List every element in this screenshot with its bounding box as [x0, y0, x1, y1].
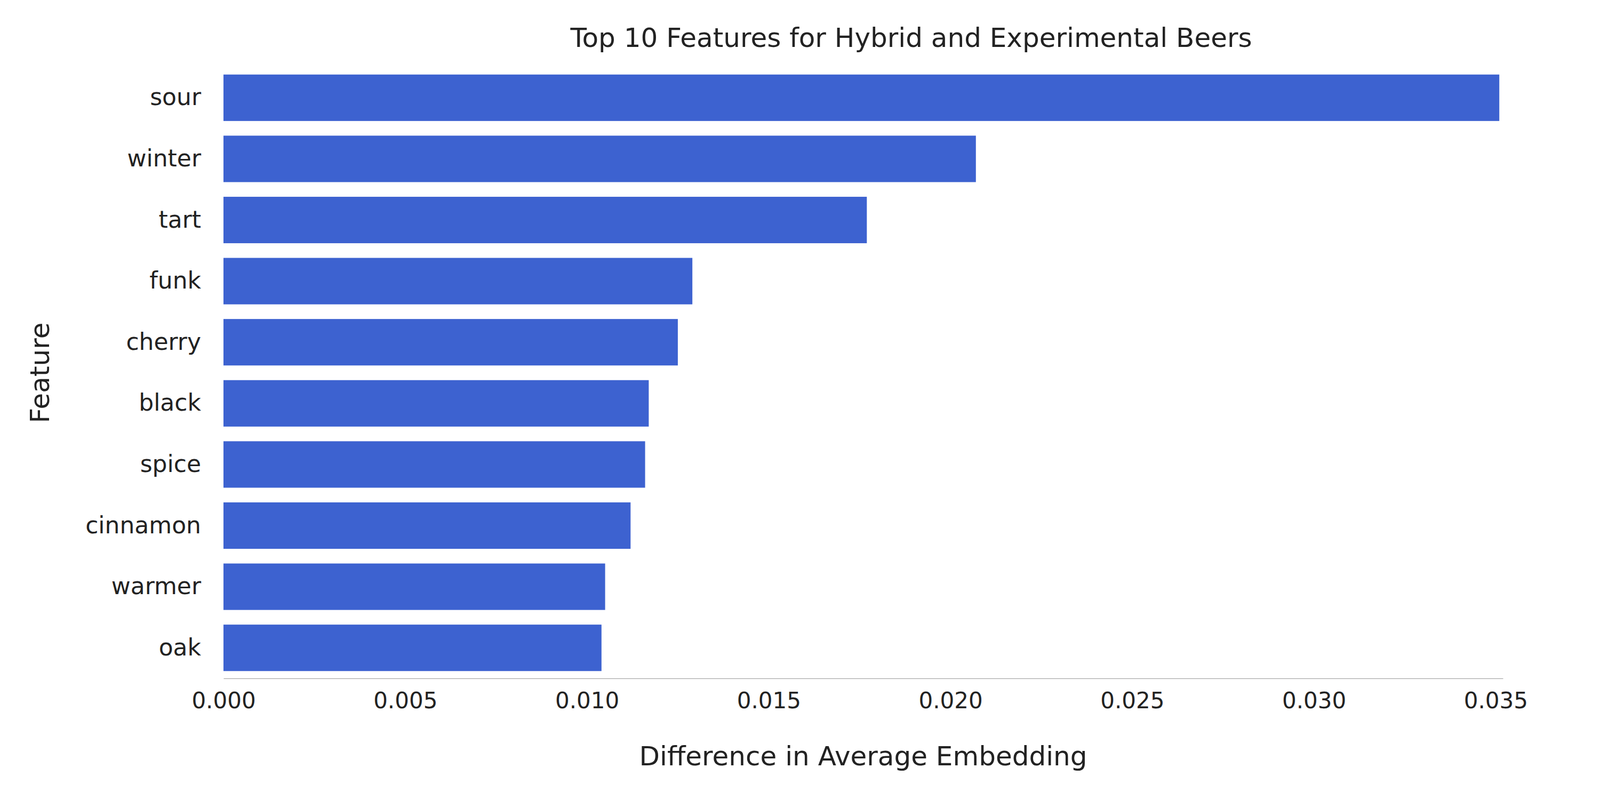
- y-tick: cherry: [125, 328, 224, 356]
- x-tick-label: 0.030: [1282, 687, 1347, 714]
- y-tick-label: warmer: [111, 572, 202, 600]
- bar: [223, 563, 606, 611]
- y-tick-label: black: [138, 388, 202, 416]
- x-tick: 0.030: [1282, 678, 1347, 714]
- y-tick-label: funk: [149, 266, 202, 294]
- bar: [223, 74, 1500, 122]
- y-tick-label: tart: [158, 205, 202, 234]
- x-tick: 0.020: [918, 678, 983, 714]
- x-tick: 0.035: [1464, 678, 1528, 714]
- y-axis: sour winter tart funk cherry black spice cinnam…: [85, 83, 224, 661]
- x-tick-label: 0.020: [918, 687, 983, 714]
- bar: [223, 441, 646, 488]
- bar: [223, 624, 602, 671]
- x-axis: 0.000 0.005 0.010 0.015 0.020 0.025 0.030 0.035: [191, 678, 1528, 714]
- y-tick-label: winter: [126, 144, 202, 172]
- x-tick-label: 0.025: [1100, 687, 1165, 714]
- x-tick-label: 0.035: [1464, 687, 1528, 714]
- bar: [223, 318, 678, 366]
- x-axis-title: Difference in Average Embedding: [639, 740, 1088, 772]
- y-tick: warmer: [111, 572, 224, 600]
- chart: 0.000 0.005 0.010 0.015 0.020 0.025 0.030 0.035…: [0, 0, 1600, 800]
- y-tick-label: cherry: [125, 328, 202, 356]
- y-tick-label: cinnamon: [85, 511, 202, 539]
- x-tick: 0.000: [191, 678, 256, 714]
- y-axis-title: Feature: [24, 322, 56, 424]
- x-tick: 0.005: [373, 678, 438, 714]
- bar: [223, 135, 976, 182]
- y-tick: sour: [149, 83, 224, 111]
- title: Top 10 Features for Hybrid and Experimen…: [569, 22, 1252, 54]
- y-tick-label: sour: [149, 83, 202, 111]
- x-tick-label: 0.015: [737, 687, 802, 714]
- x-axis-line: [224, 678, 1504, 679]
- x-tick-label: 0.000: [191, 687, 256, 714]
- y-tick: spice: [140, 450, 224, 478]
- y-tick: oak: [158, 633, 224, 661]
- x-tick-label: 0.010: [555, 687, 620, 714]
- bars: [223, 74, 1500, 671]
- x-tick-label: 0.005: [373, 687, 438, 714]
- y-tick: tart: [158, 205, 224, 234]
- y-tick: black: [138, 388, 224, 416]
- x-tick: 0.025: [1100, 678, 1165, 714]
- bar: [223, 196, 867, 244]
- y-tick-label: spice: [140, 450, 202, 478]
- bar: [223, 502, 631, 549]
- bar: [223, 258, 693, 305]
- y-tick-label: oak: [158, 633, 202, 661]
- y-tick: cinnamon: [85, 511, 224, 539]
- y-tick: winter: [126, 144, 224, 172]
- x-tick: 0.010: [555, 678, 620, 714]
- bar: [223, 380, 649, 427]
- y-tick: funk: [149, 266, 224, 294]
- x-tick: 0.015: [737, 678, 802, 714]
